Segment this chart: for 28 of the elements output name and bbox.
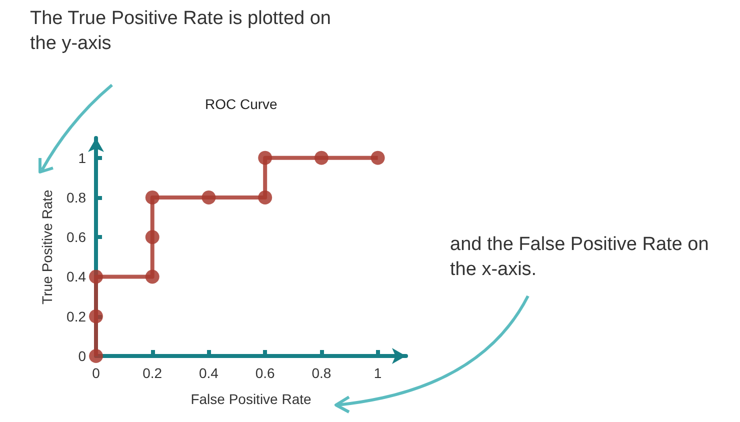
point: [202, 190, 216, 204]
y-tick-label: 0.4: [66, 268, 86, 285]
point: [258, 150, 272, 165]
point: [89, 349, 103, 363]
point: [89, 309, 103, 324]
point: [258, 190, 272, 204]
y-axis-title: True Positive Rate: [39, 189, 55, 304]
chart-title: ROC Curve: [205, 96, 278, 112]
y-tick-label: 0.2: [66, 308, 86, 324]
point: [370, 150, 385, 165]
text: and the False Positive Rate on the x-axis.: [450, 233, 710, 282]
x-tick-label: 1: [374, 365, 382, 381]
x-axis-title: False Positive Rate: [190, 391, 312, 407]
text: The True Positive Rate is plotted on the y-axis: [30, 7, 332, 56]
y-tick-label: 0: [78, 348, 86, 364]
y-tick-label: 0.6: [66, 229, 86, 246]
x-tick-label: 0.8: [312, 365, 332, 381]
point: [145, 230, 160, 244]
point: [314, 150, 328, 165]
y-tick-label: 0.8: [66, 189, 86, 206]
x-tick-label: 0.6: [255, 365, 276, 381]
x-tick-label: 0: [92, 365, 100, 381]
point: [145, 270, 160, 284]
point: [145, 190, 160, 204]
x-tick-label: 0.2: [142, 365, 162, 381]
x-tick-label: 0.4: [198, 365, 219, 381]
y-tick-label: 1: [78, 150, 86, 166]
point: [89, 270, 103, 284]
